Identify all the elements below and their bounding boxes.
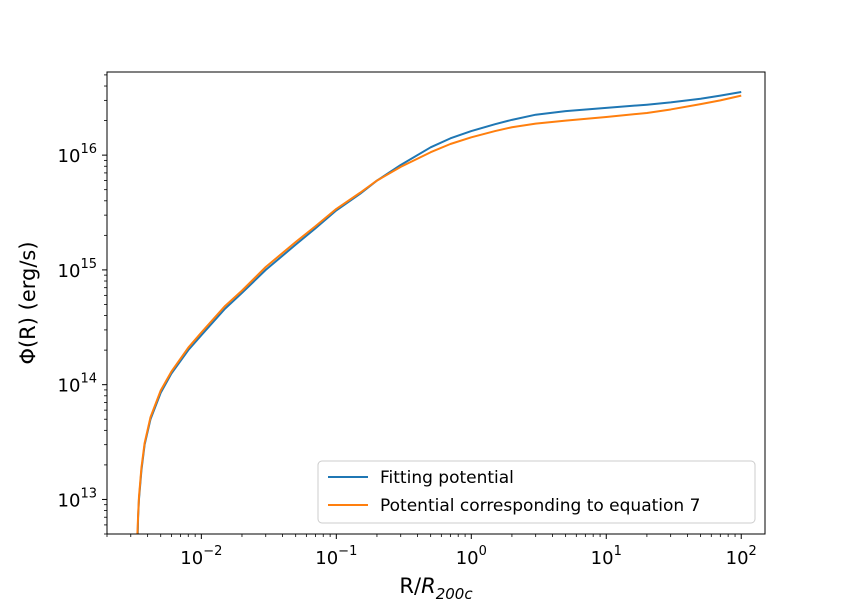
plot-frame <box>106 71 766 535</box>
x-tick-label: 102 <box>726 544 757 569</box>
legend: Fitting potential Potential corresponding… <box>317 460 756 524</box>
series-line-2 <box>136 94 742 534</box>
y-tick-label: 1016 <box>58 142 97 167</box>
x-tick-label: 10−2 <box>180 544 222 569</box>
y-tick-label: 1015 <box>58 257 97 282</box>
plot-area: 10−2 10−1 100 101 102 1013 1014 1015 1016 R/R200c… <box>16 71 766 600</box>
y-tick-label: 1014 <box>58 372 97 397</box>
y-axis-label: Φ(R) (erg/s) <box>16 241 40 364</box>
x-tick-label: 100 <box>456 544 487 569</box>
x-axis-label: R/R200c <box>399 574 473 600</box>
x-tick-label: 101 <box>591 544 622 569</box>
y-tick-label: 1013 <box>58 486 97 511</box>
legend-box <box>317 460 756 524</box>
series-group <box>136 90 742 534</box>
x-tick-label: 10−1 <box>315 544 357 569</box>
legend-label-2: Potential corresponding to equation 7 <box>380 496 700 516</box>
legend-label-1: Fitting potential <box>380 468 514 488</box>
